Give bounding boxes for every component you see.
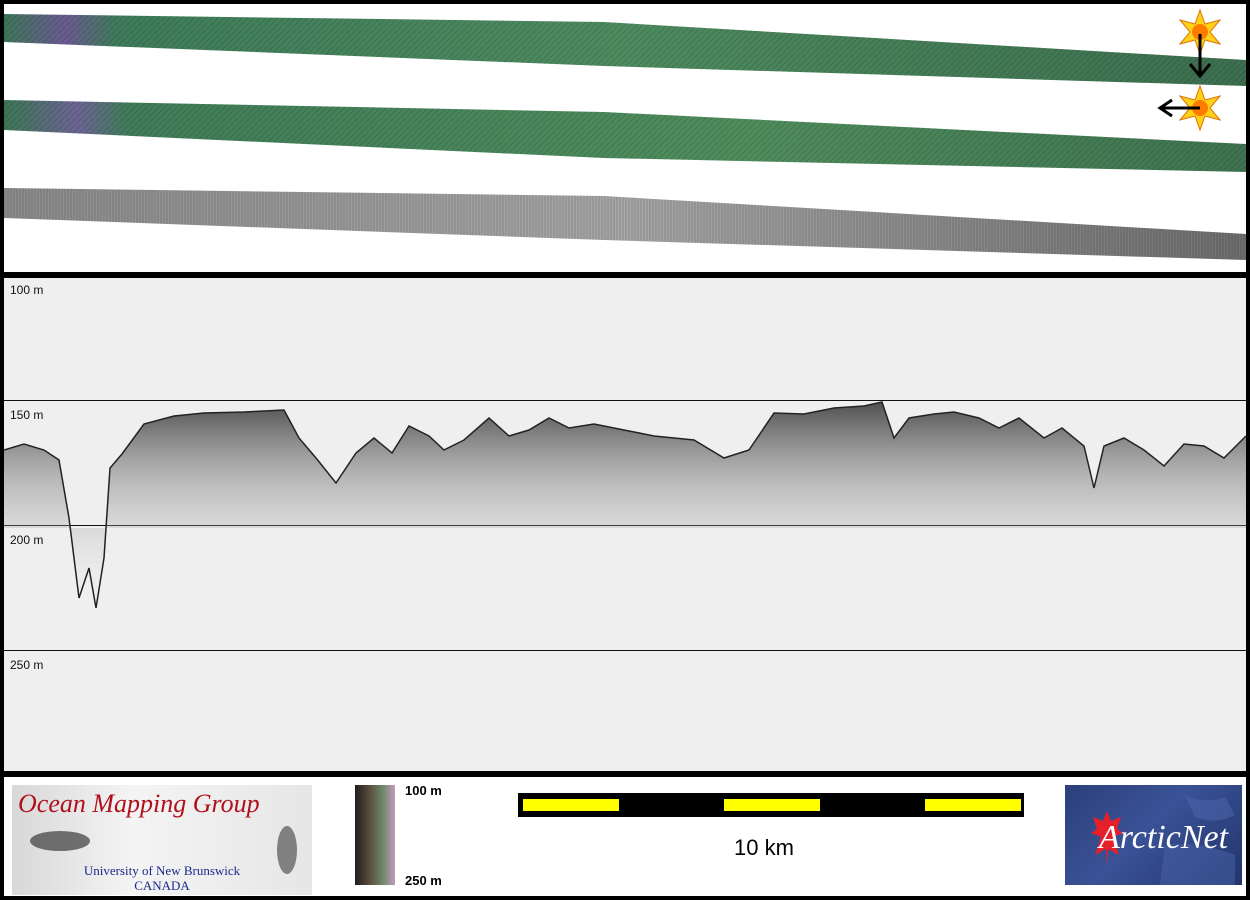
scale-label: 10 km — [734, 835, 794, 860]
logo-title: Ocean Mapping Group — [18, 789, 260, 818]
legend-footer: Ocean Mapping Group University of New Br… — [4, 777, 1246, 896]
logo-country: CANADA — [134, 878, 190, 893]
ocean-mapping-group-logo: Ocean Mapping Group University of New Br… — [12, 785, 312, 895]
depth-gridline-150 — [4, 400, 1246, 401]
depth-label-100: 100 m — [10, 283, 44, 297]
arrow-left-icon — [1157, 98, 1200, 118]
seafloor-profile — [4, 401, 1246, 609]
depth-label-150: 150 m — [10, 408, 44, 422]
scale-segment — [724, 799, 820, 811]
logo-graphic — [30, 826, 297, 874]
scale-bar — [518, 793, 1024, 817]
colorbar-top-label: 100 m — [405, 783, 442, 798]
logo-university: University of New Brunswick — [83, 863, 241, 878]
swath-track-1 — [4, 14, 1246, 86]
seafloor-line — [4, 401, 1246, 609]
depth-colorbar — [355, 785, 395, 885]
arcticnet-text: ArcticNet — [1099, 819, 1229, 856]
arrow-down-icon — [1188, 34, 1212, 79]
subbottom-profile-panel: 100 m 150 m 200 m 250 m — [4, 278, 1246, 771]
swath-tracks — [4, 8, 1246, 260]
maple-leaf-icon — [1091, 795, 1235, 885]
colorbar-bottom-label: 250 m — [405, 873, 442, 888]
scale-segment — [925, 799, 1021, 811]
scale-segment — [523, 799, 619, 811]
swath-track-2 — [4, 100, 1246, 172]
depth-gridline-250 — [4, 650, 1246, 651]
swath-map-panel — [4, 4, 1246, 272]
depth-label-250: 250 m — [10, 658, 44, 672]
seafloor-echo — [4, 402, 1246, 608]
depth-label-200: 200 m — [10, 533, 44, 547]
arcticnet-logo: ArcticNet — [1065, 785, 1242, 885]
backscatter-track — [4, 188, 1246, 260]
